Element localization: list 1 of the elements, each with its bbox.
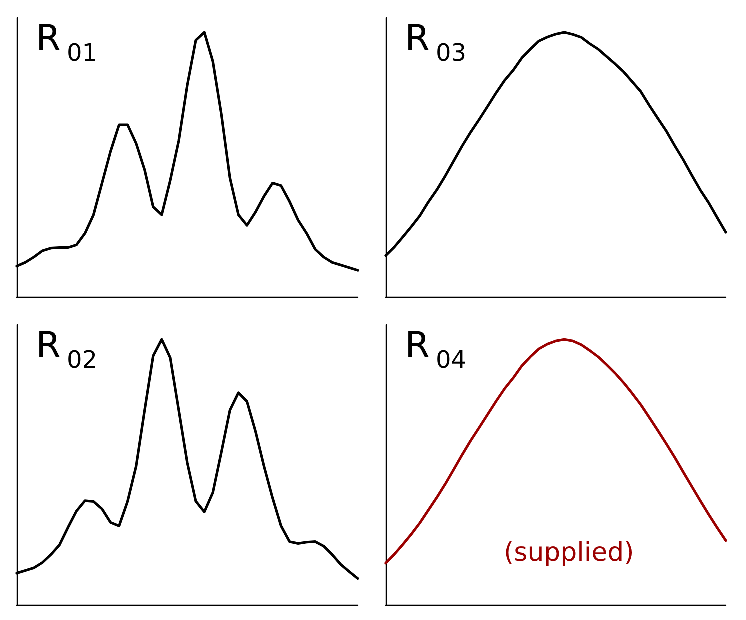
annotation: (supplied) <box>504 538 634 568</box>
